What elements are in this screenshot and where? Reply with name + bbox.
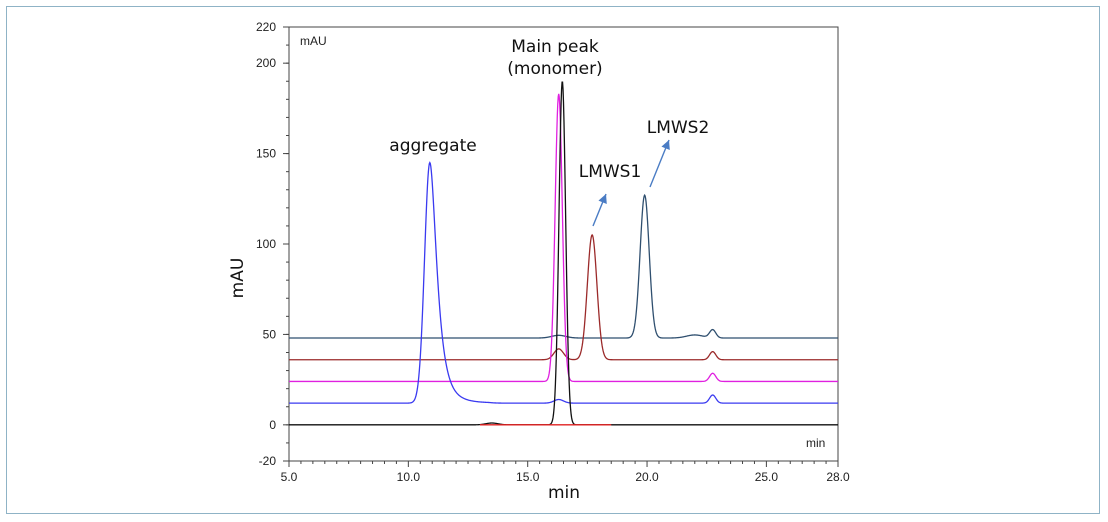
y-tick-label: 50 (263, 327, 277, 341)
x-unit-label: min (806, 436, 825, 450)
arrow-lmws2-head (661, 140, 670, 151)
arrow-lmws1-head (598, 194, 607, 205)
x-axis-ticks: 5.0 10.0 15.0 20.0 25.0 28.0 (281, 461, 850, 484)
y-tick-label: 200 (256, 56, 276, 70)
series-trace-5 (289, 81, 838, 426)
annotation-arrows (592, 139, 670, 227)
y-axis-ticks: -20 0 50 100 150 200 220 (256, 20, 289, 468)
y-tick-label: 0 (269, 418, 276, 432)
y-tick-label: -20 (259, 454, 277, 468)
x-axis-label: min (548, 483, 580, 503)
annotation-main-peak-line1: Main peak (511, 37, 599, 57)
x-tick-label: 20.0 (635, 470, 659, 484)
x-tick-label: 5.0 (281, 470, 298, 484)
y-unit-label: mAU (300, 34, 327, 48)
y-tick-label: 150 (256, 147, 276, 161)
series-trace-1 (289, 193, 838, 339)
y-tick-label: 220 (256, 20, 276, 34)
series-group (289, 81, 838, 426)
annotation-aggregate: aggregate (389, 136, 476, 156)
y-tick-label: 100 (256, 237, 276, 251)
figure-frame (6, 6, 1100, 514)
annotation-main-peak-line2: (monomer) (507, 59, 602, 79)
series-trace-2 (289, 233, 838, 361)
x-tick-label: 28.0 (826, 470, 850, 484)
y-axis-label: mAU (228, 258, 248, 299)
x-tick-label: 25.0 (755, 470, 779, 484)
x-tick-label: 15.0 (516, 470, 540, 484)
x-tick-label: 10.0 (397, 470, 421, 484)
annotation-lmws2: LMWS2 (647, 118, 710, 138)
series-trace-4 (289, 161, 838, 404)
series-trace-3 (289, 93, 838, 383)
annotation-lmws1: LMWS1 (579, 162, 642, 182)
